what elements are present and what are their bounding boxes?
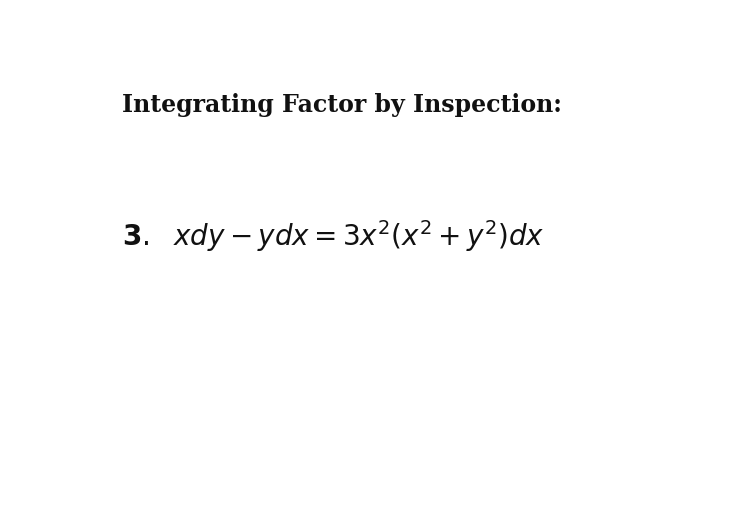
Text: $\boldsymbol{3.}$  $\it{xdy} - \it{ydx} = 3x^2(x^2 + y^2)dx$: $\boldsymbol{3.}$ $\it{xdy} - \it{ydx} =… (122, 218, 545, 254)
Text: Integrating Factor by Inspection:: Integrating Factor by Inspection: (122, 93, 562, 117)
